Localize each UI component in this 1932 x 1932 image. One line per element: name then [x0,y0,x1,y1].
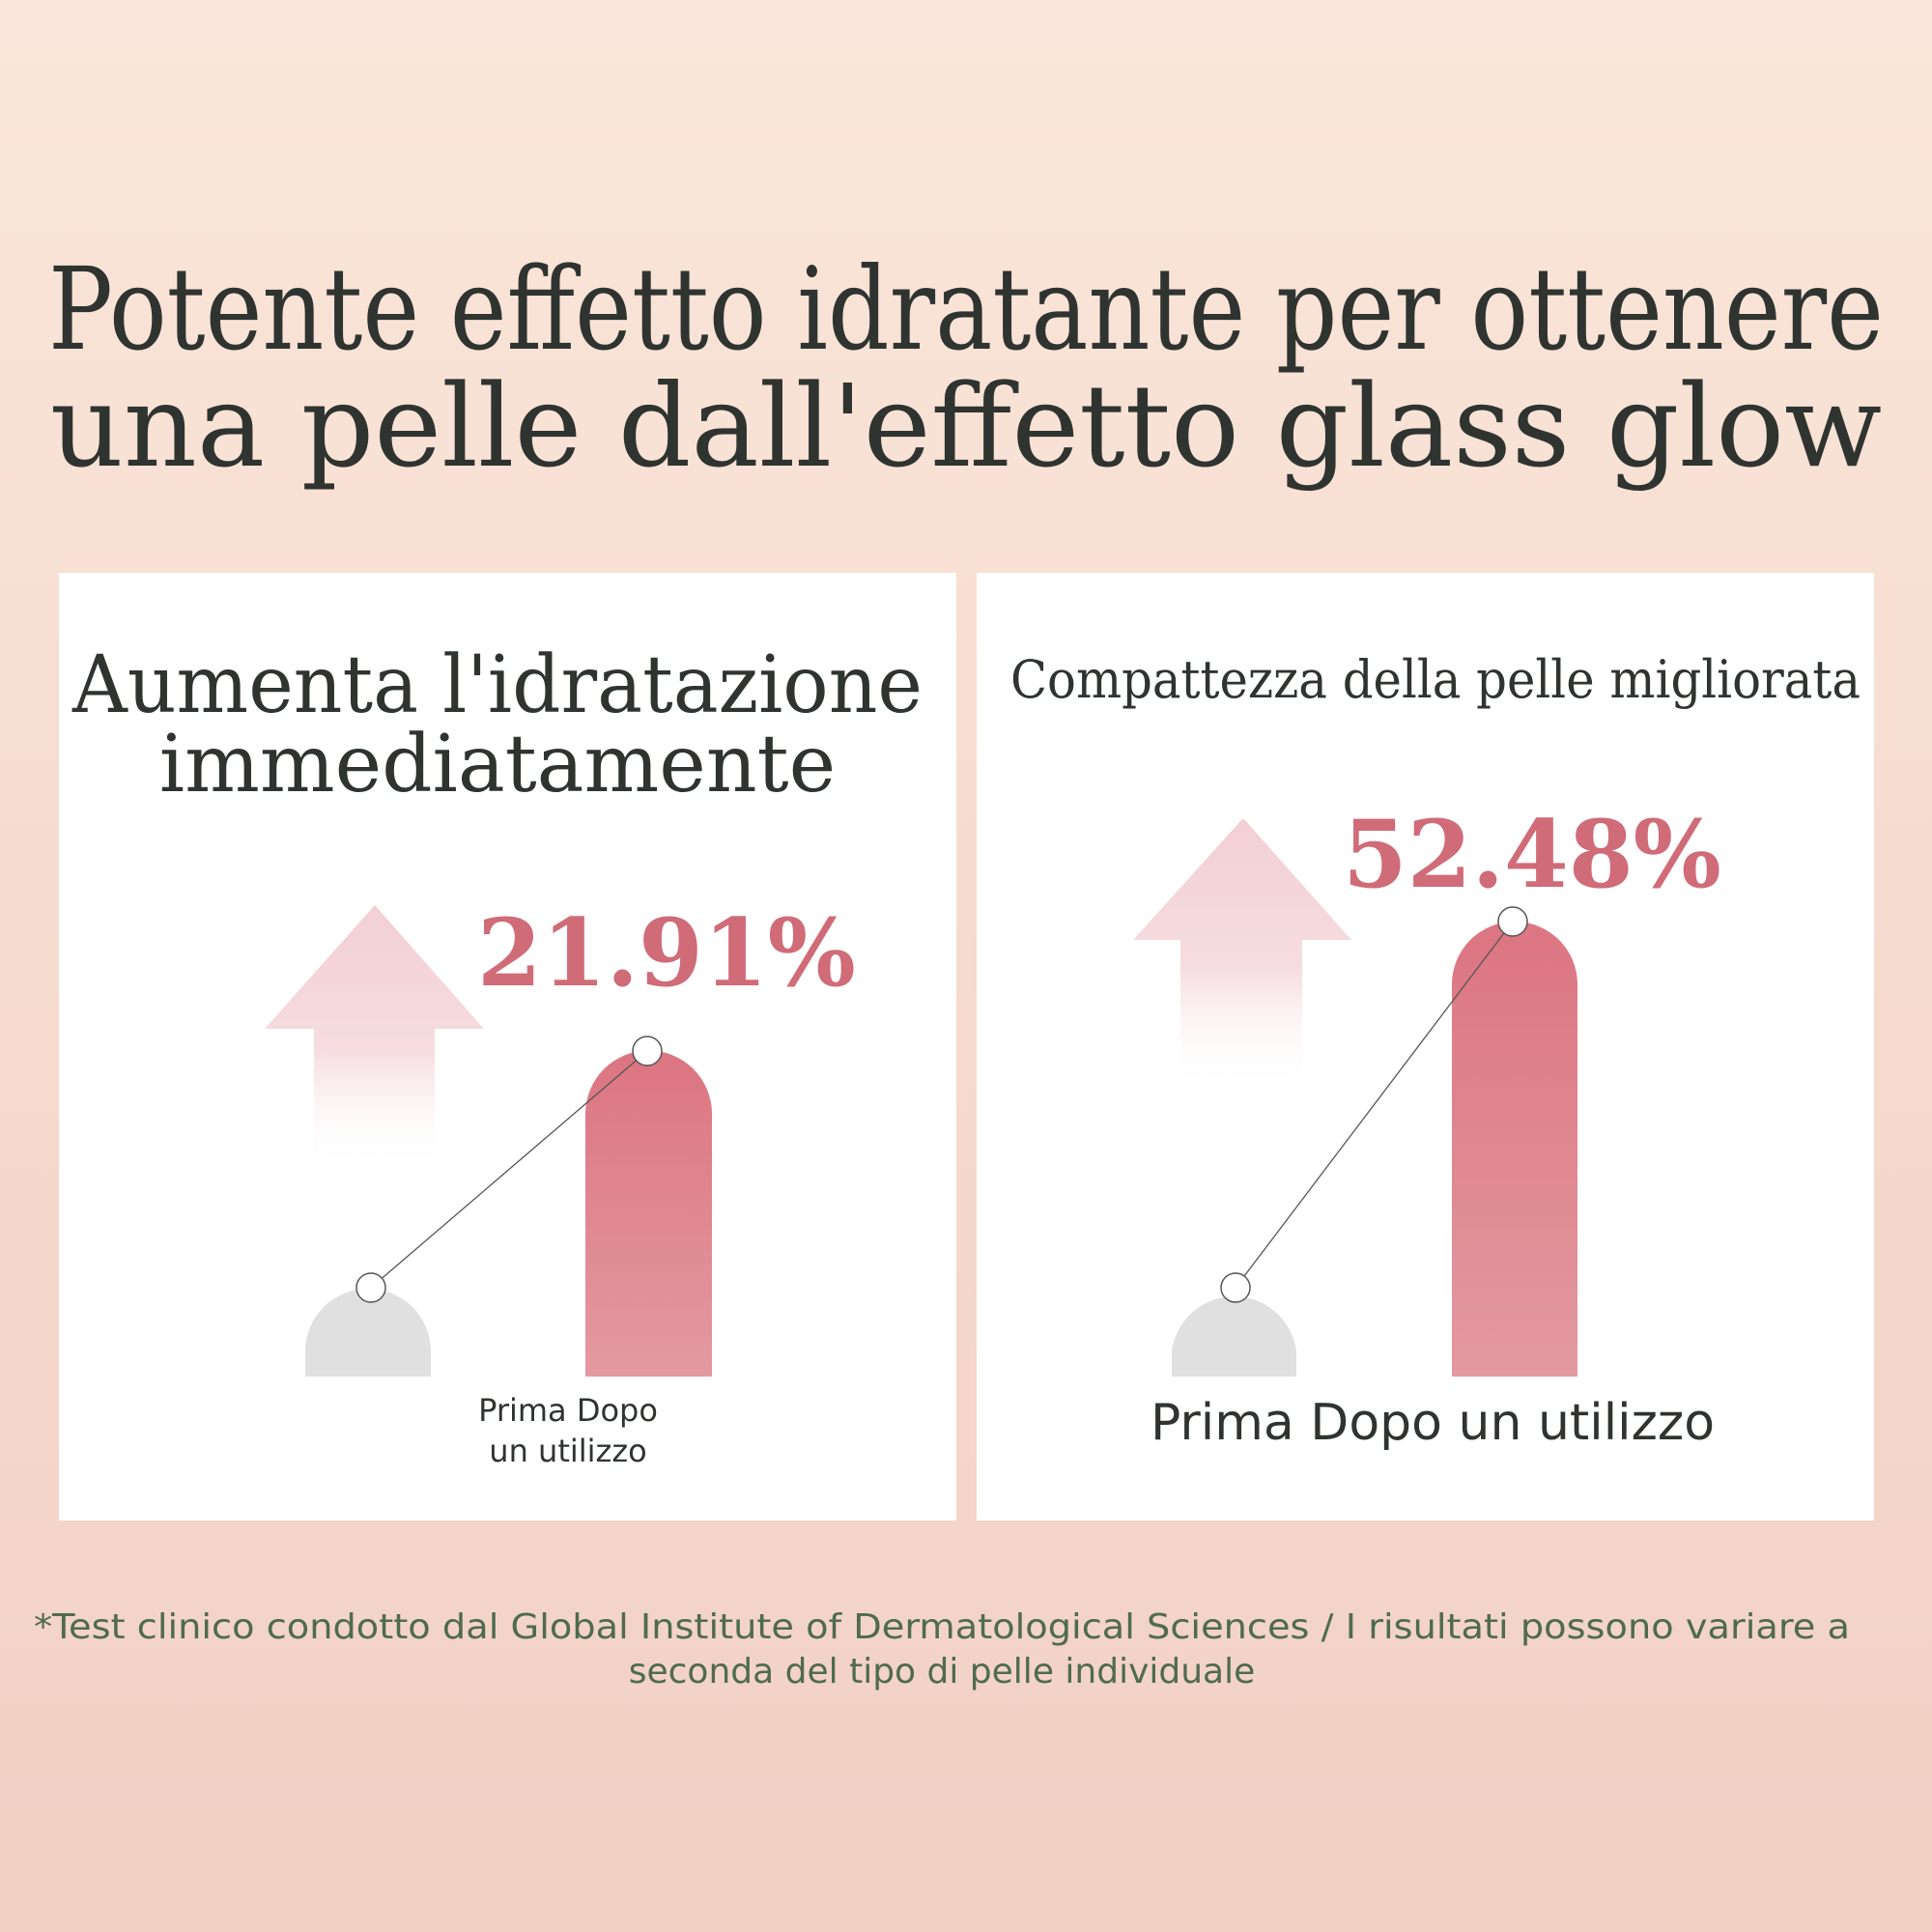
connector [1235,921,1514,1289]
before-bar [1172,1296,1296,1377]
after-bar [585,1050,712,1377]
arrow [265,905,484,1171]
title-line: Potente effetto idratante per ottenere [48,242,1884,376]
bar-label: un utilizzo [489,1433,646,1469]
point [355,1272,386,1303]
footnote-line: seconda del tipo di pelle individuale [629,1652,1256,1691]
point [1497,906,1528,937]
title-line: una pelle dall'effetto glass glow [50,359,1882,493]
panel-title: Compattezza della pelle migliorata [1010,649,1861,710]
panel-card [59,573,956,1520]
value: 21.91% [477,898,856,1008]
panel-card [977,573,1874,1520]
title: Potente effetto idratante per ottenere u… [48,242,1884,493]
bar-label: Prima Dopo un utilizzo [1151,1394,1715,1452]
footnote-line: *Test clinico condotto dal Global Instit… [34,1607,1850,1647]
bar-label: Prima Dopo [478,1392,658,1429]
panel-title: Aumenta l'idratazione [71,639,923,731]
panel: Aumenta l'idratazione immediatamente 21.… [59,573,956,1520]
footnote: *Test clinico condotto dal Global Instit… [34,1607,1850,1691]
point [1220,1272,1251,1303]
panel-title: immediatamente [159,719,836,810]
before-bar [305,1289,431,1377]
point [632,1036,663,1066]
value: 52.48% [1343,800,1721,909]
after-bar [1452,922,1577,1377]
arrow [1133,818,1351,1091]
connector [370,1050,648,1289]
panel: Compattezza della pelle migliorata 52.48… [977,573,1874,1520]
